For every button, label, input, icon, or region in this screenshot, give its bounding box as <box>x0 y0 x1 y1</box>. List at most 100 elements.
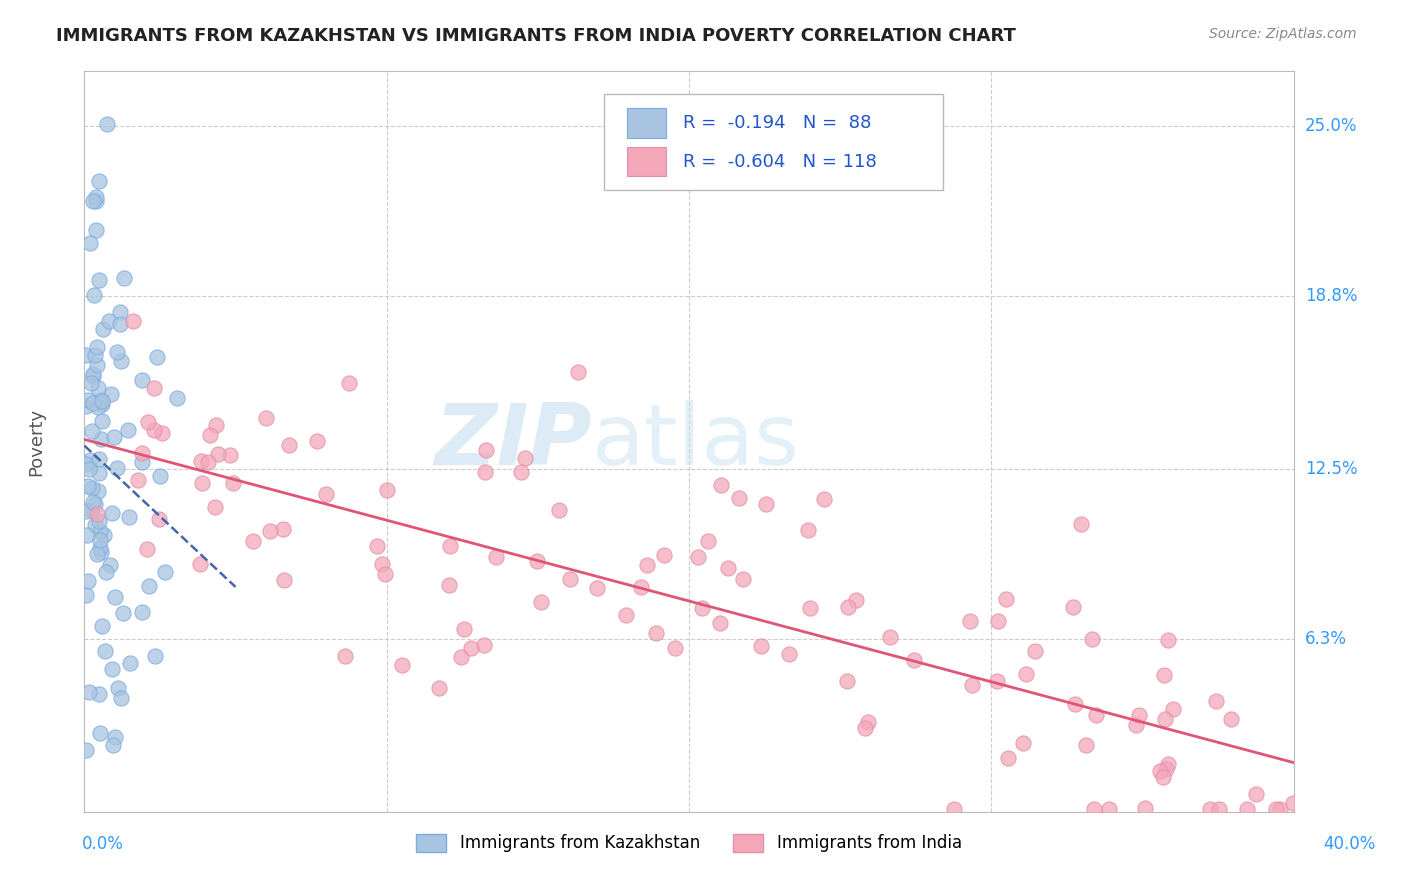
Point <box>1156 633 1178 648</box>
Point <box>242 534 264 549</box>
Point <box>75 399 97 413</box>
Point <box>136 541 159 556</box>
Point <box>90 393 112 408</box>
Point <box>337 376 360 390</box>
Point <box>1125 718 1147 732</box>
Point <box>1081 632 1104 646</box>
Point <box>1264 802 1286 816</box>
Point <box>112 270 135 285</box>
Point <box>105 461 128 475</box>
Point <box>614 608 637 623</box>
Point <box>530 595 553 609</box>
Point <box>75 743 97 757</box>
Point <box>997 751 1019 765</box>
Point <box>450 649 472 664</box>
Point <box>191 476 214 491</box>
Point <box>86 340 108 354</box>
Legend: Immigrants from Kazakhstan, Immigrants from India: Immigrants from Kazakhstan, Immigrants f… <box>409 827 969 859</box>
Point <box>131 454 153 468</box>
Point <box>75 503 97 517</box>
Point <box>526 554 548 568</box>
Point <box>1153 668 1175 682</box>
Point <box>83 348 105 362</box>
Point <box>717 560 740 574</box>
Point <box>1157 756 1180 771</box>
Point <box>437 578 460 592</box>
Point <box>155 565 177 579</box>
Point <box>374 567 396 582</box>
Point <box>987 614 1010 628</box>
Point <box>515 450 537 465</box>
Point <box>104 731 127 745</box>
Point <box>222 476 245 491</box>
Point <box>198 428 221 442</box>
Point <box>845 593 868 607</box>
Point <box>86 381 108 395</box>
Point <box>142 423 165 437</box>
Text: R =  -0.604   N = 118: R = -0.604 N = 118 <box>683 153 877 170</box>
Point <box>510 465 533 479</box>
Point <box>76 574 98 588</box>
Text: ZIP: ZIP <box>434 400 592 483</box>
Point <box>107 681 129 695</box>
Point <box>84 497 107 511</box>
Point <box>273 573 295 587</box>
Point <box>82 367 104 381</box>
Point <box>710 477 733 491</box>
Text: 6.3%: 6.3% <box>1305 630 1347 648</box>
Point <box>79 452 101 467</box>
Point <box>91 619 114 633</box>
Point <box>118 657 141 671</box>
Point <box>89 174 111 188</box>
Point <box>131 605 153 619</box>
Point <box>89 687 111 701</box>
Point <box>986 674 1008 689</box>
Point <box>690 601 713 615</box>
Point <box>103 430 125 444</box>
Point <box>82 194 104 208</box>
Point <box>131 373 153 387</box>
Point <box>1084 707 1107 722</box>
Point <box>1128 708 1150 723</box>
Point <box>105 345 128 359</box>
Point <box>77 479 100 493</box>
Point <box>1064 698 1087 712</box>
Point <box>375 483 398 497</box>
Point <box>335 649 357 664</box>
Point <box>77 462 100 476</box>
Bar <box>627 109 666 138</box>
Point <box>474 465 496 479</box>
Point <box>254 411 277 425</box>
Point <box>149 469 172 483</box>
Point <box>259 524 281 538</box>
Point <box>630 580 652 594</box>
Text: Poverty: Poverty <box>27 408 45 475</box>
Point <box>636 558 658 573</box>
Point <box>960 678 983 692</box>
Point <box>1236 802 1258 816</box>
Point <box>91 322 114 336</box>
Point <box>485 550 508 565</box>
Point <box>150 426 173 441</box>
Point <box>97 314 120 328</box>
Text: atlas: atlas <box>592 400 800 483</box>
Point <box>1015 667 1038 681</box>
Point <box>84 190 107 204</box>
Point <box>586 581 609 595</box>
Point <box>148 512 170 526</box>
Point <box>548 502 571 516</box>
Point <box>82 396 104 410</box>
Point <box>108 305 131 319</box>
Point <box>796 523 818 537</box>
Point <box>87 467 110 481</box>
Text: 12.5%: 12.5% <box>1305 460 1357 478</box>
Point <box>94 566 117 580</box>
Text: Source: ZipAtlas.com: Source: ZipAtlas.com <box>1209 27 1357 41</box>
Point <box>77 685 100 699</box>
Point <box>75 588 97 602</box>
Point <box>1074 738 1097 752</box>
Point <box>101 738 124 752</box>
Point <box>475 443 498 458</box>
Point <box>87 400 110 414</box>
Point <box>93 528 115 542</box>
